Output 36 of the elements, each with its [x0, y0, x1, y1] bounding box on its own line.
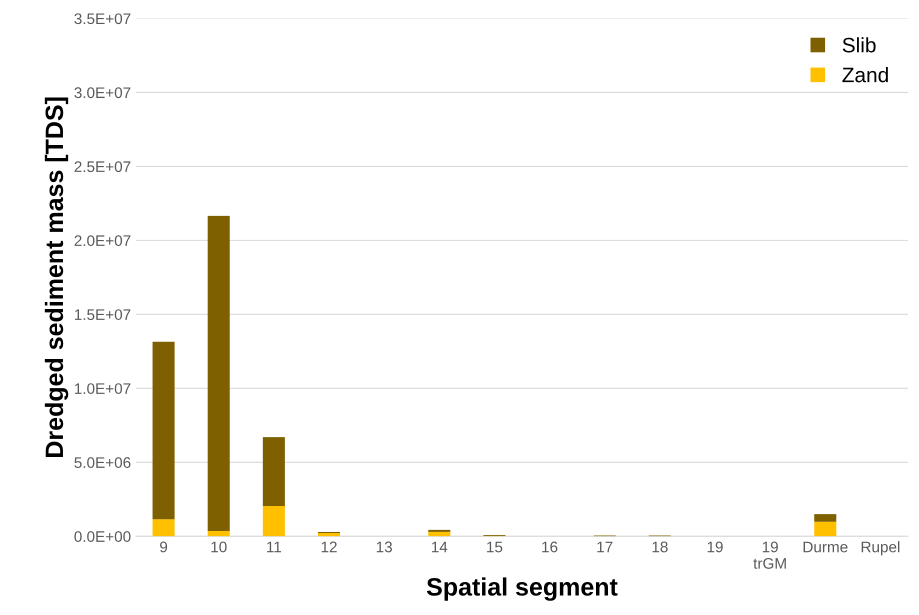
y-tick-label: 1.0E+07	[74, 383, 130, 394]
legend-label: Slib	[842, 37, 876, 53]
x-tick-label: 19 trGM	[753, 542, 786, 569]
x-tick-label: 10	[211, 542, 227, 552]
bar	[208, 216, 230, 531]
bar	[814, 514, 836, 522]
y-tick-label: 3.0E+07	[74, 87, 130, 98]
bar	[262, 506, 285, 536]
legend-label: Zand	[842, 67, 888, 82]
x-axis-title: Spatial segment	[426, 577, 618, 601]
x-tick-label: 16	[542, 542, 558, 552]
y-tick-label: 0.0E+00	[74, 531, 131, 542]
x-tick-label: 13	[376, 542, 392, 552]
x-tick-label: 14	[432, 542, 448, 552]
bar	[262, 437, 285, 506]
x-tick-label: 11	[267, 542, 282, 552]
y-tick-label: 5.0E+06	[74, 457, 130, 468]
y-tick-label: 3.5E+07	[74, 13, 130, 24]
y-tick-label: 2.5E+07	[74, 161, 130, 172]
y-tick-label: 2.0E+07	[74, 235, 130, 246]
x-tick-label: 12	[322, 542, 337, 552]
bar	[318, 533, 340, 536]
y-axis-title: Dredged sediment mass [TDS]	[44, 97, 68, 457]
bar	[814, 522, 836, 536]
y-tick-label: 1.5E+07	[74, 309, 130, 320]
bar	[152, 342, 175, 520]
x-tick-label: 15	[487, 542, 502, 552]
bar	[152, 519, 175, 536]
x-tick-label: Durme	[804, 542, 848, 552]
bar	[428, 532, 450, 536]
x-tick-label: 9	[160, 542, 168, 552]
x-tick-label: 17	[597, 542, 612, 552]
x-tick-label: 18	[652, 542, 668, 552]
bar	[208, 530, 230, 536]
x-tick-label: Rupel	[862, 541, 900, 556]
x-tick-label: 19	[708, 542, 723, 552]
